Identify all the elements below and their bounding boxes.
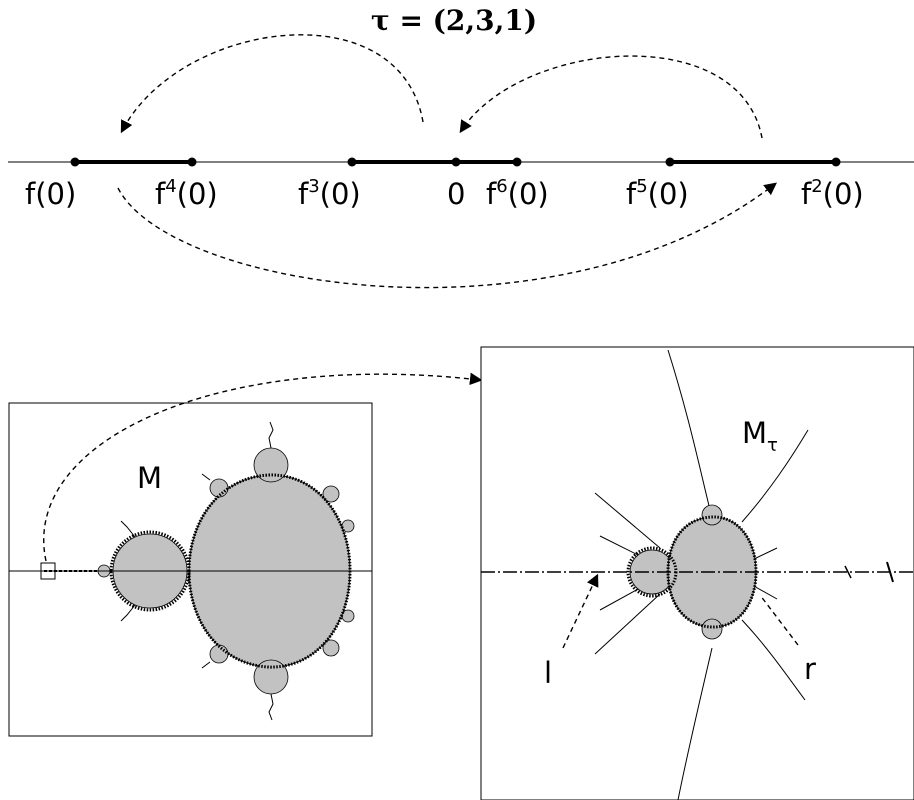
point-f4	[187, 157, 197, 167]
label-zero: 0	[447, 177, 465, 211]
zoom-box	[40, 562, 56, 580]
label-f4: f4(0)	[155, 176, 218, 211]
point-f1	[70, 157, 80, 167]
right-point-label: r	[804, 652, 816, 686]
label-f6: f6(0)	[486, 176, 549, 211]
arrow-to-f1	[120, 34, 424, 134]
label-f2: f2(0)	[801, 176, 864, 211]
zoom-arrow	[43, 372, 483, 562]
arrow-to-zero	[459, 55, 763, 139]
arrow-to-f2	[117, 182, 777, 289]
point-f5	[665, 157, 675, 167]
line-to-r	[759, 594, 799, 646]
point-f2	[831, 157, 841, 167]
point-f6	[512, 157, 522, 167]
permutation-label: τ = (2,3,1)	[371, 4, 537, 37]
point-zero	[451, 157, 461, 167]
label-f3: f3(0)	[298, 176, 361, 211]
mandelbrot-label: M	[137, 461, 162, 495]
label-f1: f(0)	[25, 177, 76, 211]
label-f5: f5(0)	[626, 176, 689, 211]
left-point-label: l	[544, 656, 552, 690]
point-f3	[347, 157, 357, 167]
mtau-label: Mτ	[742, 416, 778, 456]
arrow-to-l	[562, 573, 599, 649]
